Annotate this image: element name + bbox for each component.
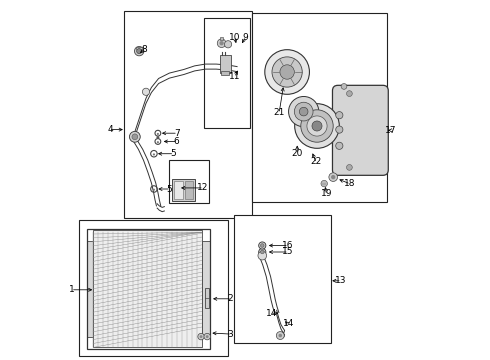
Circle shape (280, 65, 294, 79)
Circle shape (312, 121, 322, 131)
Circle shape (157, 141, 159, 143)
Text: 4: 4 (107, 125, 113, 134)
Text: 5: 5 (167, 184, 172, 194)
Text: 7: 7 (174, 129, 179, 138)
Text: 3: 3 (228, 330, 233, 338)
Circle shape (261, 250, 264, 254)
Circle shape (157, 133, 159, 135)
Bar (87, 241, 93, 337)
Circle shape (156, 136, 159, 139)
Bar (79, 220, 228, 356)
Circle shape (259, 242, 266, 249)
Circle shape (272, 57, 302, 87)
Text: 14: 14 (283, 320, 294, 328)
Text: 12: 12 (197, 184, 208, 192)
Circle shape (199, 335, 202, 338)
Circle shape (132, 134, 138, 140)
Bar (252, 13, 387, 202)
Circle shape (336, 142, 343, 149)
Text: 19: 19 (320, 189, 332, 198)
Text: 20: 20 (292, 149, 303, 158)
Text: 16: 16 (282, 241, 293, 250)
Circle shape (307, 116, 327, 136)
Text: 6: 6 (174, 137, 179, 146)
Circle shape (153, 189, 155, 191)
Circle shape (278, 334, 282, 337)
Text: 17: 17 (385, 126, 396, 135)
Circle shape (289, 96, 319, 127)
Bar (185, 181, 193, 199)
Bar (220, 55, 231, 73)
Circle shape (329, 173, 338, 181)
Bar (202, 241, 210, 337)
Circle shape (294, 104, 339, 148)
Circle shape (336, 126, 343, 133)
Circle shape (346, 91, 352, 96)
Bar (205, 288, 209, 308)
Circle shape (137, 49, 142, 54)
Bar (124, 11, 252, 218)
Bar (87, 229, 210, 349)
Text: 21: 21 (273, 108, 285, 117)
Circle shape (265, 50, 310, 94)
Bar (221, 71, 229, 75)
Text: 5: 5 (170, 149, 176, 158)
Bar (220, 37, 223, 40)
Text: 1: 1 (69, 285, 75, 294)
Circle shape (336, 112, 343, 119)
Circle shape (261, 244, 264, 247)
Circle shape (206, 335, 209, 338)
Text: 2: 2 (228, 294, 233, 303)
Bar (93, 230, 202, 347)
Circle shape (224, 41, 232, 48)
Circle shape (143, 88, 149, 95)
Text: 13: 13 (335, 276, 346, 285)
Circle shape (301, 110, 333, 142)
Text: 10: 10 (229, 33, 241, 42)
Circle shape (217, 39, 226, 48)
Text: 22: 22 (310, 157, 321, 166)
Circle shape (321, 180, 327, 187)
Text: 11: 11 (229, 72, 241, 81)
Circle shape (259, 248, 266, 256)
Circle shape (346, 165, 352, 170)
Bar (174, 181, 183, 199)
Text: 14: 14 (266, 309, 277, 318)
Bar (172, 179, 196, 201)
FancyBboxPatch shape (333, 85, 388, 175)
Circle shape (204, 333, 210, 340)
Circle shape (258, 251, 267, 260)
Circle shape (341, 84, 347, 89)
Circle shape (153, 153, 155, 156)
Bar (234, 215, 331, 343)
Circle shape (129, 131, 140, 142)
Text: 8: 8 (141, 45, 147, 54)
Circle shape (134, 46, 144, 56)
Text: 18: 18 (343, 179, 355, 188)
Circle shape (294, 102, 313, 121)
Circle shape (276, 332, 284, 339)
Bar (170, 160, 209, 203)
Circle shape (220, 41, 224, 45)
Circle shape (198, 333, 204, 340)
Text: 9: 9 (242, 33, 248, 42)
Text: 15: 15 (282, 248, 293, 256)
Bar (204, 18, 250, 128)
Circle shape (299, 107, 308, 116)
Circle shape (331, 175, 335, 179)
